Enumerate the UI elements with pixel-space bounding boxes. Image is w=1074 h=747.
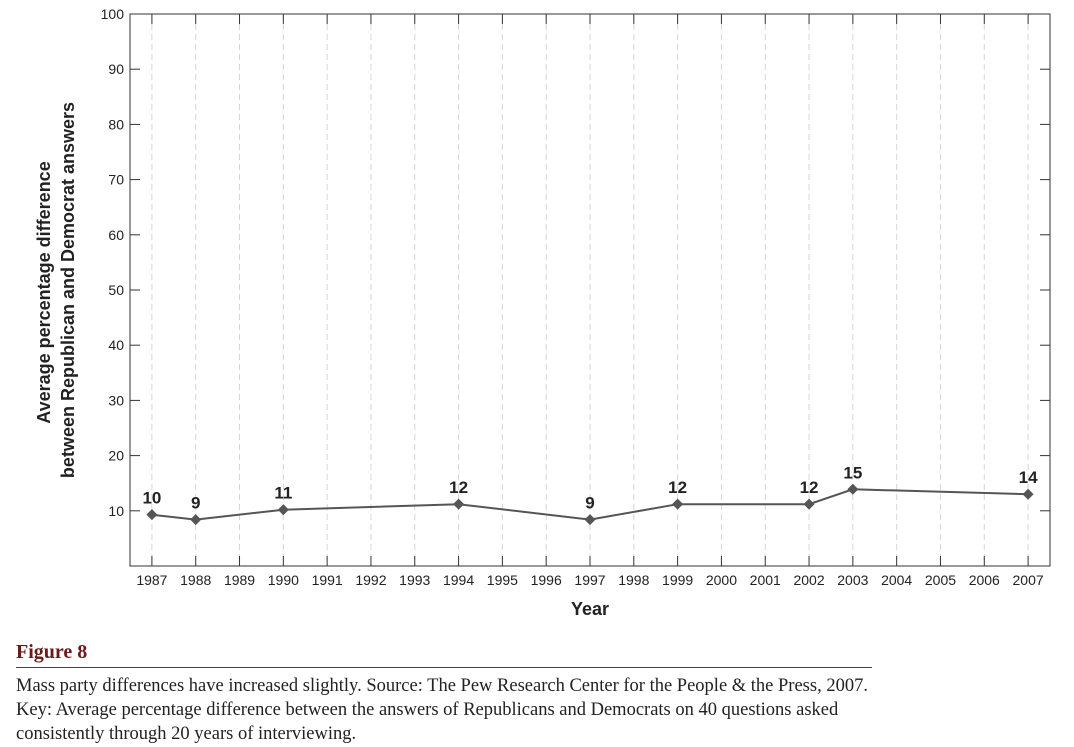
- y-tick-label: 50: [108, 282, 124, 298]
- data-label: 11: [274, 484, 292, 503]
- x-tick-label: 1991: [312, 572, 343, 588]
- y-tick-label: 70: [108, 172, 124, 188]
- data-label: 9: [191, 494, 200, 513]
- y-tick-label: 30: [108, 392, 124, 408]
- data-label: 15: [843, 463, 862, 482]
- x-tick-label: 1987: [136, 572, 167, 588]
- x-tick-label: 1994: [443, 572, 474, 588]
- y-axis-title-line-1: Average percentage difference: [34, 161, 54, 423]
- y-tick-label: 80: [108, 116, 124, 132]
- x-tick-label: 1993: [399, 572, 430, 588]
- y-axis-title: Average percentage difference between Re…: [34, 102, 78, 478]
- data-point-marker: [277, 504, 289, 516]
- x-tick-label: 1988: [180, 572, 211, 588]
- data-point-marker: [847, 483, 859, 495]
- y-axis: 10 20 30 40 50 60 70 80 90 100: [101, 6, 1050, 519]
- x-tick-label: 1992: [355, 572, 386, 588]
- x-tick-label: 1996: [531, 572, 562, 588]
- data-point-marker: [453, 498, 465, 510]
- figure-caption-block: Figure 8 Mass party differences have inc…: [16, 640, 872, 746]
- data-point-marker: [146, 509, 158, 521]
- x-tick-label: 2006: [969, 572, 1000, 588]
- data-label: 9: [585, 494, 594, 513]
- data-label: 12: [668, 478, 687, 497]
- data-point-marker: [1022, 488, 1034, 500]
- x-tick-label: 1995: [487, 572, 518, 588]
- data-label: 12: [800, 478, 819, 497]
- y-tick-label: 60: [108, 227, 124, 243]
- x-tick-label: 2000: [706, 572, 737, 588]
- data-point-marker: [672, 498, 684, 510]
- data-point-marker: [190, 514, 202, 526]
- x-axis: 1987 1988 1989 1990 1991 1992 1993 1994 1995 1996…: [136, 14, 1044, 588]
- x-tick-label: 2007: [1013, 572, 1044, 588]
- x-tick-label: 1989: [224, 572, 255, 588]
- x-tick-label: 1997: [574, 572, 605, 588]
- data-point-marker: [584, 514, 596, 526]
- data-label: 14: [1019, 468, 1038, 487]
- y-tick-label: 100: [101, 6, 125, 22]
- x-axis-title: Year: [571, 599, 609, 619]
- x-tick-label: 1990: [268, 572, 299, 588]
- y-axis-title-line-2: between Republican and Democrat answers: [58, 102, 78, 478]
- x-tick-label: 1998: [618, 572, 649, 588]
- x-tick-label: 2001: [750, 572, 781, 588]
- y-tick-label: 40: [108, 337, 124, 353]
- data-labels: 10 9 11 12 9 12 12 15 14: [142, 463, 1038, 512]
- data-markers: [146, 483, 1034, 526]
- data-label: 12: [449, 478, 468, 497]
- x-tick-label: 2003: [837, 572, 868, 588]
- data-point-marker: [803, 498, 815, 510]
- y-tick-label: 90: [108, 61, 124, 77]
- y-tick-label: 10: [108, 503, 124, 519]
- y-tick-label: 20: [108, 448, 124, 464]
- grid-lines: [151, 14, 1029, 566]
- data-label: 10: [142, 489, 161, 508]
- x-tick-label: 2002: [793, 572, 824, 588]
- x-tick-label: 2004: [881, 572, 912, 588]
- x-tick-label: 2005: [925, 572, 956, 588]
- x-tick-label: 1999: [662, 572, 693, 588]
- figure-caption: Mass party differences have increased sl…: [16, 676, 868, 744]
- figure-label: Figure 8: [16, 640, 872, 668]
